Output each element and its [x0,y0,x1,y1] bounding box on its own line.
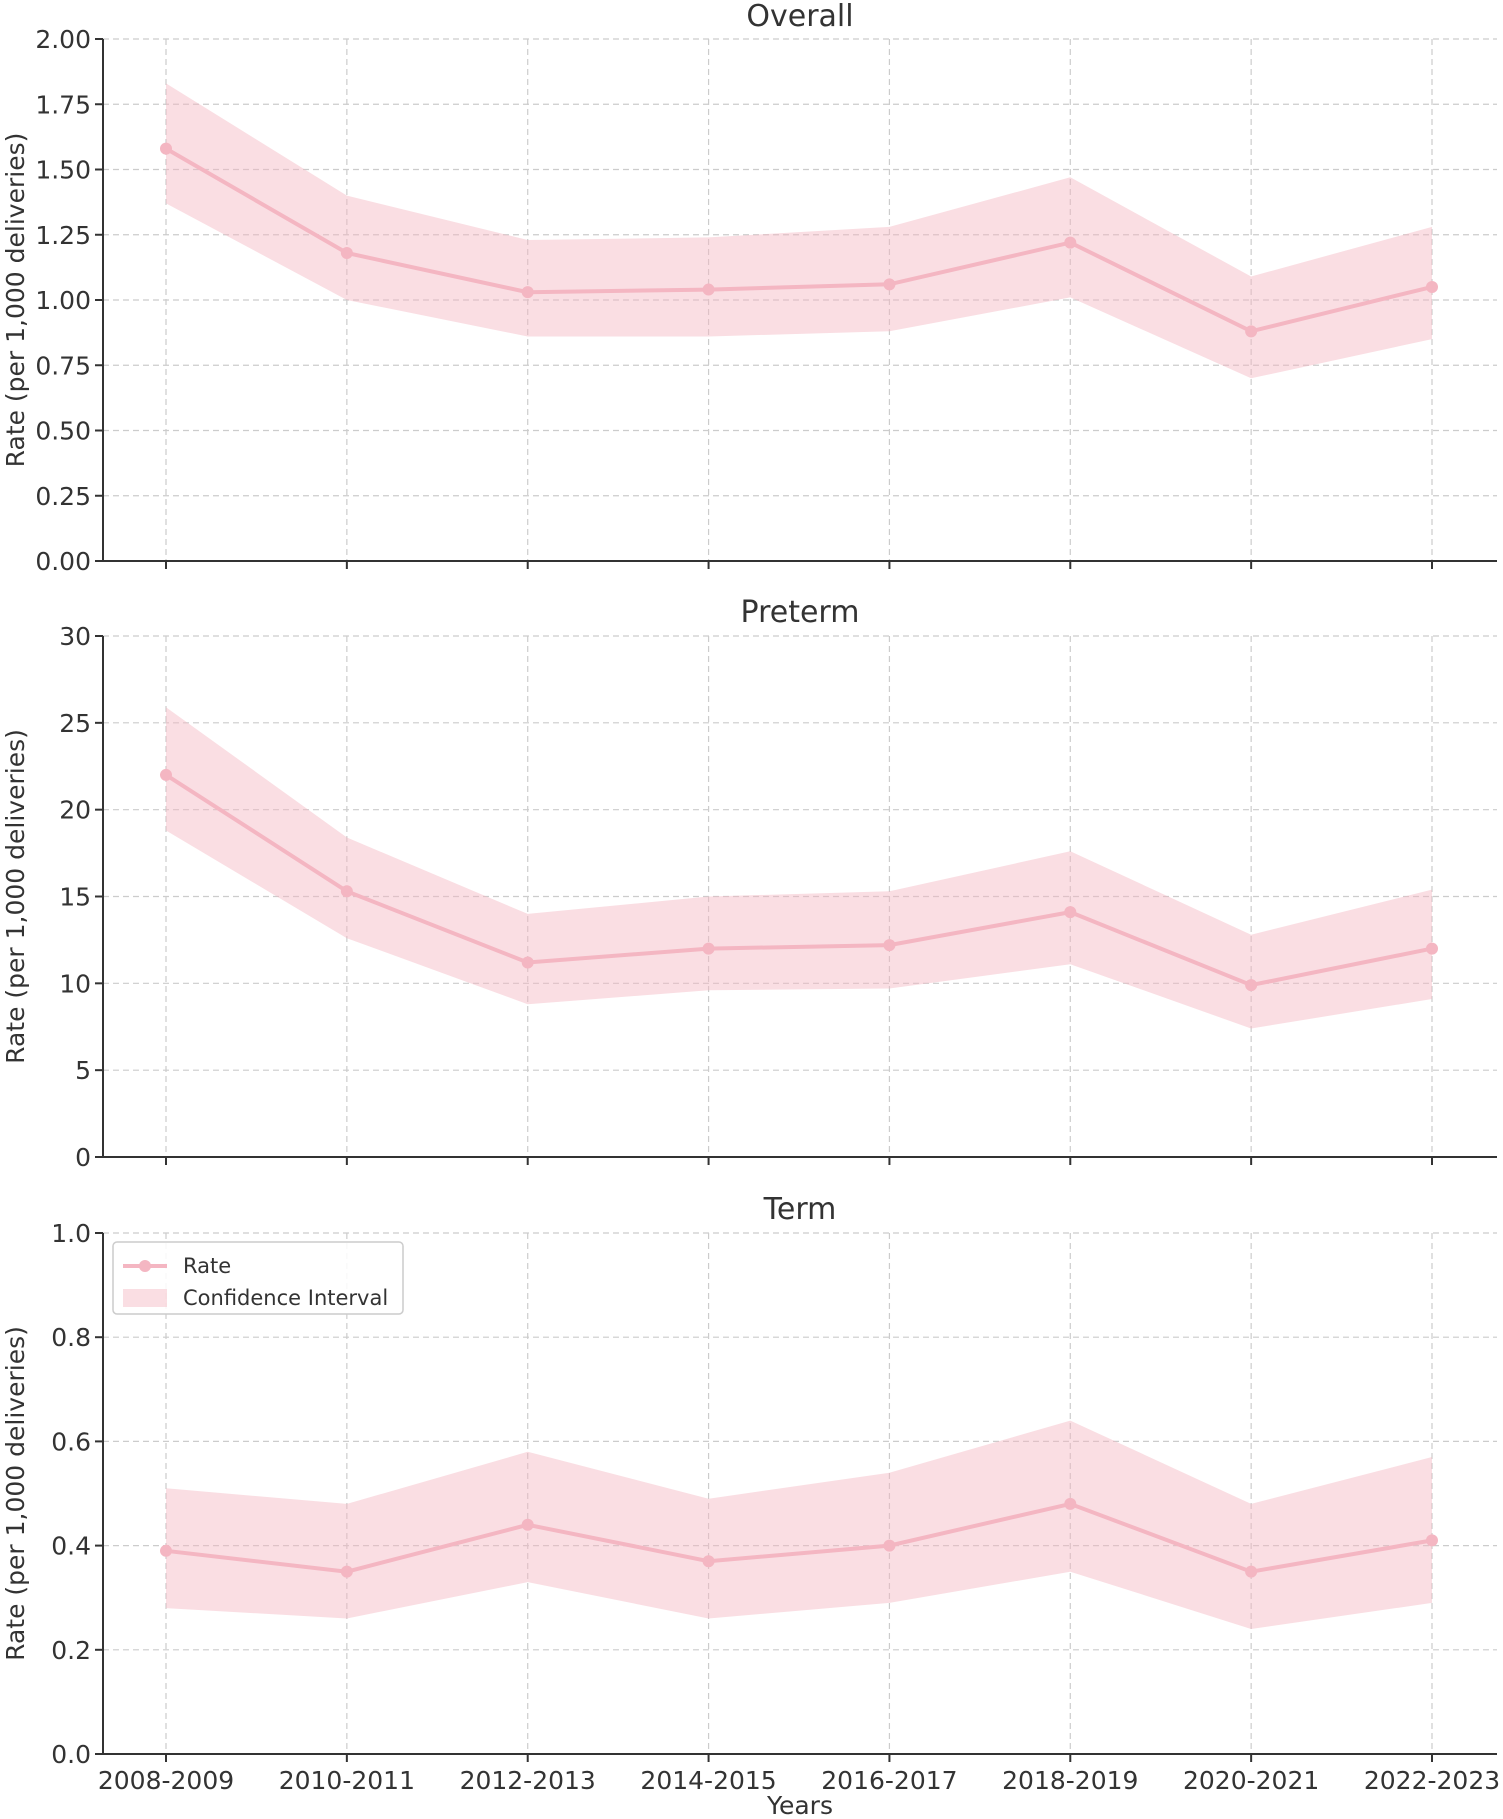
rate-point [703,943,715,955]
legend-rate-marker [139,1260,151,1272]
rate-point [1064,237,1076,249]
y-tick-label: 10 [59,969,91,998]
rate-point [522,286,534,298]
rate-point [1426,1534,1438,1546]
legend: Rate Confidence Interval [113,1242,403,1314]
y-tick-label: 1.00 [35,286,91,315]
x-tick-label: 2016-2017 [821,1766,957,1795]
rate-point [1245,325,1257,337]
rate-point [1064,906,1076,918]
y-tick-label: 1.50 [35,156,91,185]
x-tick-label: 2022-2023 [1364,1766,1500,1795]
y-tick-label: 1.25 [35,221,91,250]
legend-label-ci: Confidence Interval [183,1286,388,1310]
rate-point [1245,1566,1257,1578]
y-tick-label: 30 [59,622,91,651]
y-axis-label: Rate (per 1,000 deliveries) [1,1326,30,1661]
y-tick-label: 0.4 [51,1532,91,1561]
rate-point [341,247,353,259]
rate-point [1245,979,1257,991]
rate-point [1064,1498,1076,1510]
x-tick-label: 2008-2009 [98,1766,234,1795]
x-tick-label: 2020-2021 [1183,1766,1319,1795]
y-tick-label: 5 [75,1056,91,1085]
panel-title: Overall [746,0,853,34]
x-tick-label: 2010-2011 [279,1766,415,1795]
rate-point [883,939,895,951]
panel-preterm: Preterm 0 5 10 15 20 25 30 Rate (per 1,000 deliv… [1,595,1497,1172]
y-tick-label: 1.0 [51,1219,91,1248]
panel-overall: Overall 0.00 0.25 0.50 0.75 1.00 1.25 1.50 1.75 2… [1,0,1497,576]
y-tick-label: 0.0 [51,1740,91,1769]
y-tick-label: 15 [59,883,91,912]
y-tick-label: 0.00 [35,547,91,576]
y-tick-label: 0 [75,1143,91,1172]
y-tick-label: 20 [59,796,91,825]
y-tick-label: 0.8 [51,1323,91,1352]
y-axis-label: Rate (per 1,000 deliveries) [1,729,30,1064]
rate-point [883,278,895,290]
legend-ci-swatch [123,1289,167,1307]
rate-point [522,956,534,968]
rate-point [1426,281,1438,293]
y-tick-label: 0.50 [35,417,91,446]
y-tick-label: 0.6 [51,1427,91,1456]
x-axis-label: Years [766,1791,833,1819]
panel-term: Term 0.0 0.2 0.4 0.6 0.8 1.0 2008-2009 2010-2011… [1,1192,1500,1819]
x-tick-label: 2014-2015 [640,1766,776,1795]
rate-point [522,1519,534,1531]
legend-label-rate: Rate [183,1254,231,1278]
rate-point [341,885,353,897]
confidence-band [166,1421,1432,1629]
rate-point [883,1540,895,1552]
rate-point [703,1555,715,1567]
y-tick-label: 2.00 [35,25,91,54]
rate-point [160,143,172,155]
x-tick-label: 2018-2019 [1002,1766,1138,1795]
panel-title: Preterm [741,595,860,630]
rate-point [160,1545,172,1557]
confidence-band [166,83,1432,378]
panel-title: Term [763,1192,837,1227]
y-tick-label: 0.75 [35,351,91,380]
rate-point [703,284,715,296]
y-tick-label: 0.2 [51,1636,91,1665]
rate-point [341,1566,353,1578]
y-tick-label: 25 [59,709,91,738]
rate-point [160,769,172,781]
x-tick-label: 2012-2013 [460,1766,596,1795]
y-axis-label: Rate (per 1,000 deliveries) [1,133,30,468]
rate-point [1426,943,1438,955]
y-tick-label: 1.75 [35,90,91,119]
y-tick-label: 0.25 [35,482,91,511]
